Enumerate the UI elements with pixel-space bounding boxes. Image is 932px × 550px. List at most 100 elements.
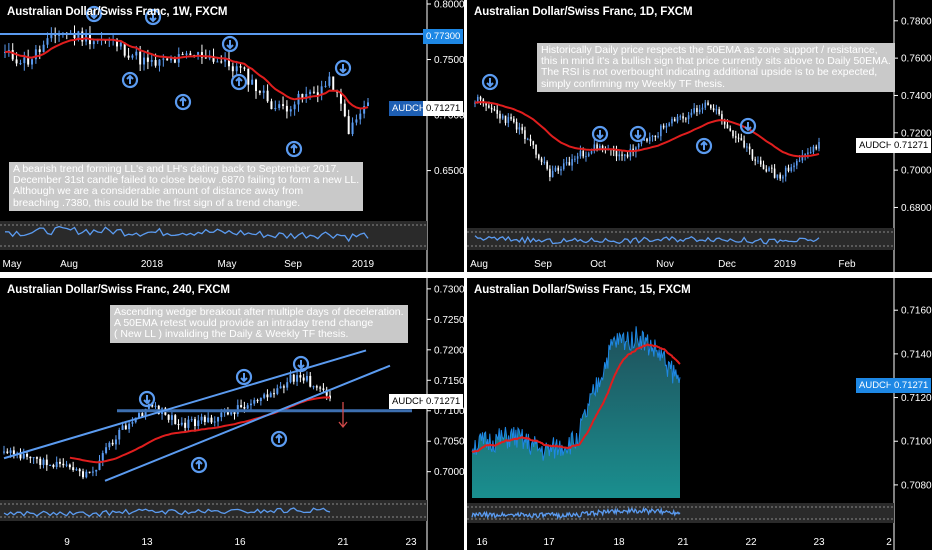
candle-body	[50, 33, 53, 39]
candle-body	[710, 105, 712, 109]
candle-body	[729, 128, 732, 131]
candle-body	[676, 116, 679, 122]
x-tick-label: 21	[337, 537, 349, 548]
x-tick-label: 2	[886, 537, 892, 548]
weekly-annotation-line: December 31st candle failed to close bel…	[13, 174, 360, 187]
candle-body	[101, 453, 104, 461]
candle-body	[31, 59, 34, 65]
candle-body	[815, 146, 818, 149]
candle-body	[624, 154, 626, 156]
candle-body	[754, 159, 756, 161]
candle-body	[721, 114, 723, 121]
candle-body	[596, 144, 598, 149]
candle-body	[141, 413, 144, 417]
daily-pivot-marker	[591, 125, 609, 143]
candle-body	[251, 79, 254, 85]
4h-pivot-marker-arrow	[195, 459, 203, 469]
daily-pivot-marker	[695, 137, 713, 155]
candle-body	[574, 158, 576, 160]
candle-body	[771, 167, 773, 169]
candle-body	[286, 382, 289, 388]
candle-body	[266, 90, 269, 102]
candle-body	[262, 90, 265, 93]
candle-body	[49, 464, 52, 466]
daily-pivot-marker-arrow	[596, 130, 604, 140]
candle-body	[243, 67, 246, 69]
candle-body	[82, 471, 85, 478]
target-arrow	[338, 402, 348, 429]
candle-body	[615, 150, 618, 157]
candle-body	[212, 56, 215, 62]
4h-pivot-marker	[190, 456, 208, 474]
y-tick-label: 0.68000	[901, 203, 932, 214]
candle-body	[246, 405, 249, 409]
candle-body	[11, 49, 14, 60]
candle-body	[751, 149, 754, 160]
candle-body	[325, 389, 328, 396]
candle-body	[92, 41, 95, 45]
candle-body	[557, 167, 560, 171]
candle-body	[319, 387, 322, 389]
candle-body	[216, 61, 219, 63]
candle-body	[759, 160, 762, 165]
4h-pivot-marker	[138, 390, 156, 408]
weekly-pivot-marker-arrow	[90, 10, 98, 20]
weekly-pivot-marker	[221, 35, 239, 53]
candle-body	[501, 115, 504, 119]
candle-body	[259, 397, 262, 402]
candle-body	[65, 464, 68, 466]
candle-body	[629, 148, 632, 157]
candle-body	[737, 137, 740, 139]
candle-body	[197, 52, 200, 57]
candle-body	[154, 60, 157, 66]
wedge-upper-line	[3, 349, 367, 460]
candle-body	[273, 393, 276, 395]
candle-body	[734, 136, 737, 138]
candle-body	[220, 61, 223, 63]
candle-body	[482, 99, 485, 103]
candle-body	[712, 108, 715, 111]
candle-body	[309, 375, 312, 387]
candle-body	[612, 150, 615, 152]
weekly-pivot-marker	[121, 71, 139, 89]
candle-body	[73, 32, 76, 39]
candle-body	[476, 96, 479, 103]
candle-body	[312, 91, 315, 93]
candle-body	[367, 102, 369, 107]
candle-body	[29, 456, 32, 459]
weekly-annotation-line: breaching .7380, this could be the first…	[13, 196, 301, 209]
candle-body	[515, 121, 518, 130]
candle-body	[115, 39, 118, 47]
candle-body	[276, 388, 279, 394]
candle-body	[532, 141, 535, 145]
ema-line	[471, 343, 681, 453]
candle-body	[801, 155, 804, 161]
weekly-level-tag: 0.77300	[423, 29, 464, 44]
candle-body	[166, 58, 169, 61]
rsi-line	[3, 507, 331, 518]
candle-body	[746, 146, 748, 148]
15m-price-tag: 0.71271	[891, 378, 932, 393]
candle-body	[226, 410, 229, 415]
candle-body	[551, 170, 554, 177]
candle-body	[170, 58, 173, 61]
candle-body	[562, 163, 565, 170]
candle-body	[651, 135, 654, 137]
4h-chart-title: Australian Dollar/Swiss Franc, 240, FXCM	[7, 284, 230, 296]
weekly-annotation-line: Although we are a considerable amount of…	[13, 185, 304, 198]
weekly-pivot-marker-arrow	[149, 13, 157, 23]
candle-body	[27, 57, 30, 65]
candle-body	[809, 151, 812, 153]
price-line	[471, 326, 681, 461]
candle-body	[748, 146, 751, 150]
candle-body	[158, 59, 161, 66]
candle-body	[579, 150, 582, 157]
